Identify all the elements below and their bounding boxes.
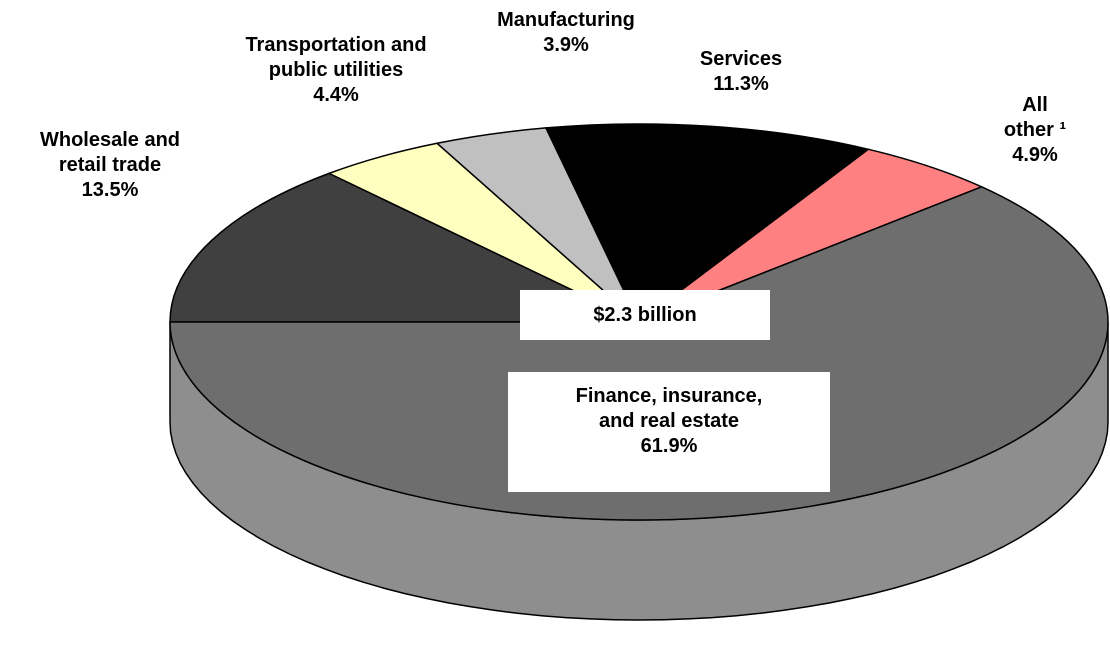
category-label: Services bbox=[699, 48, 783, 70]
category-label: Finance, insurance, and real estate bbox=[575, 385, 763, 432]
slice-label: Transportation and public utilities 4.4% bbox=[245, 33, 426, 108]
pie-slice bbox=[638, 148, 984, 323]
pie-slice bbox=[544, 123, 871, 324]
value-label: 4.9% bbox=[1012, 144, 1058, 166]
value-label: 4.4% bbox=[313, 84, 359, 106]
value-label: 3.9% bbox=[543, 34, 589, 56]
slice-label: Wholesale and retail trade 13.5% bbox=[40, 128, 180, 203]
slice-label: All other ¹ 4.9% bbox=[998, 93, 1073, 168]
value-label: 61.9% bbox=[640, 435, 698, 457]
pie-slice bbox=[169, 185, 1109, 521]
category-label: Wholesale and retail trade bbox=[39, 129, 181, 176]
slice-label: Services 11.3% bbox=[700, 47, 782, 97]
category-label: Manufacturing bbox=[497, 9, 635, 31]
value-label: 13.5% bbox=[81, 179, 139, 201]
value-label: 11.3% bbox=[713, 73, 769, 95]
annotation: $2.3 billion bbox=[520, 290, 770, 340]
category-label: All other ¹ bbox=[1003, 94, 1067, 141]
pie-slice bbox=[169, 172, 640, 323]
category-label: Transportation and public utilities bbox=[245, 34, 427, 81]
slice-label: Manufacturing 3.9% bbox=[497, 8, 635, 58]
slice-label: Finance, insurance, and real estate 61.9% bbox=[508, 372, 830, 492]
